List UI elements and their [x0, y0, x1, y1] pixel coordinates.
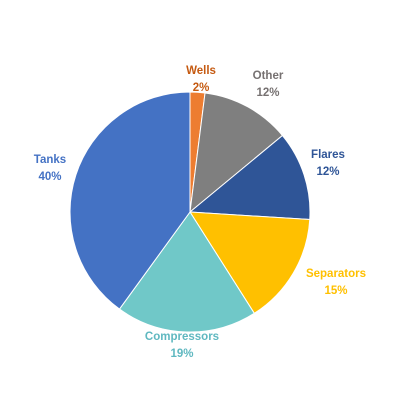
slices-layer: [69, 91, 311, 333]
pie-slice-separators: [189, 211, 311, 315]
slice-category-label: Other: [253, 70, 284, 82]
slice-category-label: Wells: [186, 65, 216, 77]
slice-category-label: Tanks: [34, 154, 66, 166]
slice-category-label: Flares: [311, 149, 345, 161]
pie-slice-other: [189, 92, 284, 214]
slice-value-label: 19%: [170, 348, 193, 360]
slice-label-wells: Wells 2%: [186, 65, 216, 94]
slice-category-label: Separators: [306, 268, 366, 280]
pie-slice-flares: [188, 134, 311, 221]
slice-label-separators: Separators 15%: [306, 268, 366, 297]
slice-value-label: 12%: [256, 87, 279, 99]
slice-category-label: Compressors: [145, 331, 219, 343]
slice-value-label: 40%: [38, 171, 61, 183]
slice-label-flares: Flares 12%: [311, 149, 345, 178]
pie-slice-tanks: [69, 91, 191, 310]
pie-slice-compressors: [118, 211, 255, 333]
labels-layer: Wells 2% Other 12% Flares 12% Separators 15% Com…: [34, 65, 366, 360]
slice-label-other: Other 12%: [253, 70, 284, 99]
slice-label-tanks: Tanks 40%: [34, 154, 66, 183]
slice-value-label: 12%: [316, 166, 339, 178]
slice-value-label: 2%: [193, 82, 210, 94]
slice-label-compressors: Compressors 19%: [145, 331, 219, 360]
slice-value-label: 15%: [324, 285, 347, 297]
